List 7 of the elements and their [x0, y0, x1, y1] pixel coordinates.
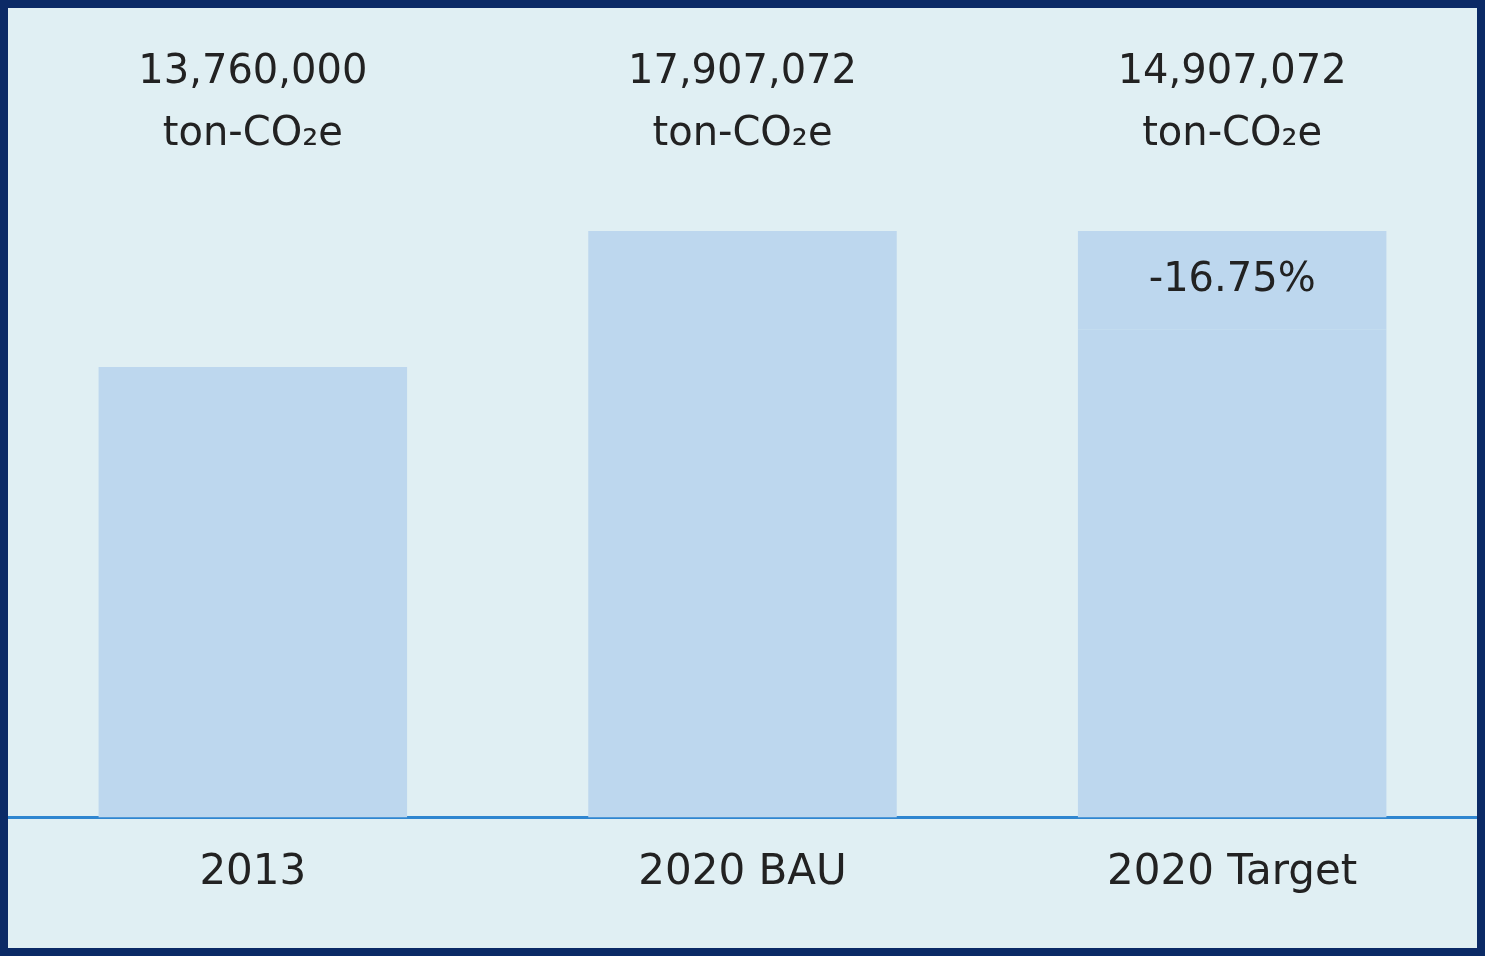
data-label: 14,907,072 ton-CO₂e	[1117, 46, 1347, 155]
x-tick-label: 2013	[199, 844, 307, 894]
x-tick-label: 2020 BAU	[638, 844, 847, 894]
annotation: -16.75%	[1148, 253, 1316, 300]
x-tick-label: 2020 Target	[1107, 844, 1358, 894]
data-label: 17,907,072 ton-CO₂e	[627, 46, 858, 155]
data-label: 13,760,000 ton-CO₂e	[138, 46, 368, 155]
